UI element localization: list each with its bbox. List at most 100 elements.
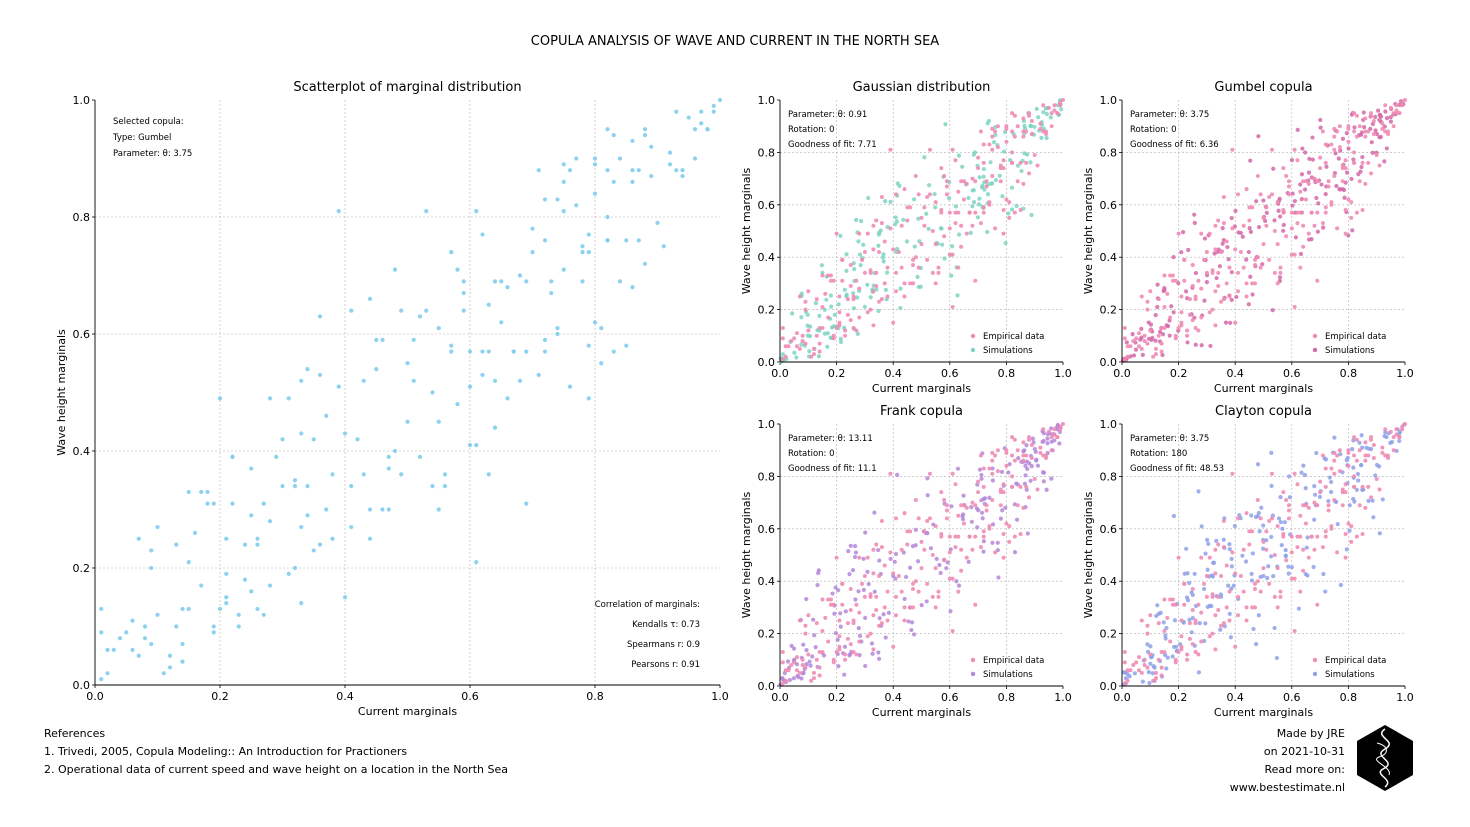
empirical-point: [877, 573, 882, 578]
empirical-point: [1258, 589, 1263, 594]
empirical-point: [896, 249, 901, 254]
empirical-point: [1187, 636, 1192, 641]
simulation-point: [1189, 590, 1194, 595]
simulation-point: [1347, 503, 1352, 508]
simulation-point: [1164, 666, 1169, 671]
empirical-point: [995, 448, 1000, 453]
empirical-point: [1021, 453, 1026, 458]
empirical-point: [1250, 205, 1255, 210]
empirical-point: [192, 530, 198, 536]
empirical-point: [1001, 490, 1006, 495]
empirical-point: [961, 179, 966, 184]
simulation-point: [1309, 237, 1314, 242]
simulation-point: [1345, 170, 1350, 175]
x-tick-label: 1.0: [711, 690, 729, 703]
empirical-point: [933, 281, 938, 286]
simulation-point: [1009, 207, 1015, 212]
empirical-point: [1018, 532, 1023, 537]
credit-website[interactable]: www.bestestimate.nl: [1229, 781, 1345, 794]
empirical-point: [783, 344, 788, 349]
empirical-point: [1320, 545, 1325, 550]
simulation-point: [990, 478, 995, 483]
empirical-point: [186, 606, 191, 612]
empirical-point: [933, 566, 938, 571]
empirical-point: [1196, 278, 1201, 283]
simulation-point: [1318, 125, 1323, 130]
empirical-point: [1032, 477, 1037, 482]
empirical-point: [902, 187, 907, 192]
simulation-point: [979, 510, 985, 515]
empirical-point: [1196, 328, 1201, 333]
empirical-point: [1286, 516, 1291, 521]
empirical-point: [1326, 508, 1331, 513]
empirical-point: [530, 226, 535, 231]
y-tick-label: 0.4: [758, 575, 776, 588]
empirical-point: [1346, 450, 1351, 455]
empirical-point: [611, 349, 616, 354]
empirical-point: [1335, 453, 1340, 458]
empirical-point: [367, 536, 373, 541]
simulation-point: [836, 302, 841, 307]
empirical-point: [649, 173, 654, 179]
empirical-point: [814, 333, 819, 338]
info-annotation: Rotation: 0: [788, 125, 835, 135]
empirical-point: [1295, 158, 1300, 163]
empirical-point: [1159, 665, 1164, 670]
empirical-point: [1306, 181, 1311, 186]
simulation-point: [1025, 152, 1030, 157]
empirical-point: [927, 192, 932, 197]
empirical-point: [649, 144, 654, 149]
empirical-point: [911, 605, 916, 610]
empirical-point: [936, 589, 941, 594]
empirical-point: [1049, 124, 1054, 129]
empirical-point: [449, 349, 454, 354]
simulation-point: [888, 199, 893, 205]
empirical-point: [905, 529, 910, 534]
simulation-point: [876, 308, 881, 314]
empirical-point: [292, 484, 298, 489]
empirical-point: [1275, 200, 1280, 205]
empirical-point: [800, 333, 805, 338]
empirical-point: [879, 297, 884, 302]
empirical-point: [249, 466, 254, 471]
empirical-point: [831, 602, 836, 607]
empirical-point: [950, 628, 955, 633]
empirical-point: [1049, 111, 1054, 116]
simulation-point: [1225, 244, 1230, 250]
empirical-point: [1052, 427, 1057, 432]
simulation-point: [1293, 235, 1299, 240]
empirical-point: [99, 677, 104, 682]
empirical-point: [517, 378, 523, 383]
simulation-point: [1314, 450, 1319, 456]
x-tick-label: 0.4: [1226, 367, 1244, 380]
empirical-point: [1289, 226, 1294, 231]
simulation-point: [1155, 282, 1160, 287]
simulation-point: [1346, 146, 1351, 151]
empirical-point: [871, 247, 876, 252]
empirical-point: [267, 519, 273, 524]
empirical-point: [1193, 621, 1198, 626]
empirical-point: [780, 325, 785, 330]
empirical-point: [1286, 508, 1291, 513]
empirical-point: [851, 325, 856, 330]
empirical-point: [1170, 597, 1175, 602]
simulation-point: [861, 242, 866, 247]
legend-empirical-marker: [1312, 657, 1318, 663]
empirical-point: [636, 168, 641, 173]
empirical-point: [1001, 482, 1006, 487]
empirical-point: [944, 503, 949, 508]
simulation-point: [909, 627, 914, 633]
simulation-point: [1299, 470, 1304, 475]
empirical-point: [1061, 98, 1065, 102]
empirical-point: [580, 250, 585, 255]
empirical-point: [642, 133, 648, 138]
empirical-point: [956, 589, 961, 594]
empirical-point: [803, 631, 808, 636]
empirical-point: [1303, 503, 1308, 508]
empirical-point: [1238, 573, 1243, 578]
empirical-point: [1377, 487, 1382, 492]
empirical-point: [442, 472, 448, 477]
credit-author: Made by JRE: [1276, 727, 1345, 740]
simulation-point: [1358, 169, 1363, 174]
empirical-point: [267, 396, 273, 401]
